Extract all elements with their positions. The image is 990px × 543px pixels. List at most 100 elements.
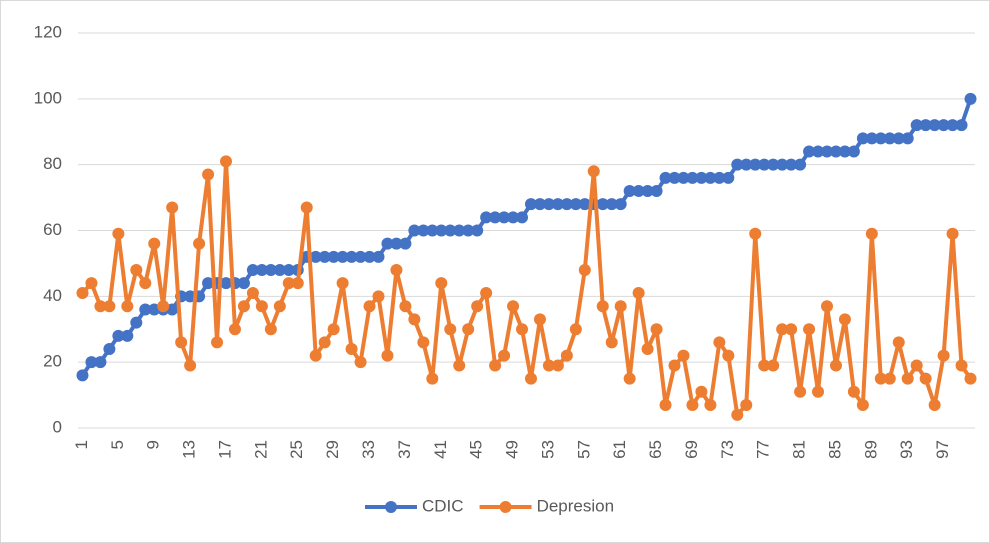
- point: [363, 250, 376, 263]
- point: [829, 359, 842, 372]
- point: [480, 211, 493, 224]
- point: [300, 201, 313, 214]
- point: [731, 408, 744, 421]
- x-tick-label: 73: [718, 440, 737, 459]
- point: [883, 372, 896, 385]
- point: [668, 171, 681, 184]
- point: [542, 359, 555, 372]
- legend-label: CDIC: [422, 496, 464, 515]
- x-tick-label: 5: [108, 440, 127, 449]
- point: [220, 155, 233, 168]
- point: [157, 300, 170, 313]
- point: [803, 323, 816, 336]
- y-tick-label: 60: [43, 220, 62, 239]
- legend-marker: [385, 501, 397, 513]
- point: [193, 237, 206, 250]
- point: [542, 198, 555, 211]
- series-line: [81, 159, 973, 417]
- point: [874, 132, 887, 145]
- point: [569, 323, 582, 336]
- point: [632, 185, 645, 197]
- point: [516, 323, 529, 336]
- point: [498, 211, 511, 224]
- point: [919, 372, 932, 385]
- point: [910, 359, 923, 372]
- x-tick-label: 81: [790, 440, 809, 459]
- x-tick-label: 97: [933, 440, 952, 459]
- point: [955, 119, 968, 132]
- point: [605, 336, 618, 349]
- point: [560, 349, 573, 362]
- point: [148, 237, 161, 250]
- x-tick-label: 41: [431, 440, 450, 459]
- point: [587, 165, 600, 178]
- point: [758, 158, 771, 171]
- point: [390, 237, 403, 250]
- point: [865, 227, 878, 240]
- point: [937, 119, 950, 132]
- y-tick-label: 80: [43, 154, 62, 173]
- x-tick-label: 77: [754, 440, 773, 459]
- point: [426, 224, 439, 237]
- point: [524, 372, 537, 385]
- point: [901, 372, 914, 385]
- point: [507, 300, 520, 313]
- point: [471, 300, 484, 313]
- point: [480, 287, 493, 300]
- point: [928, 119, 941, 132]
- point: [704, 171, 717, 184]
- point: [372, 250, 385, 263]
- point: [578, 264, 591, 276]
- point: [336, 277, 349, 290]
- point: [112, 329, 125, 342]
- x-tick-label: 25: [287, 440, 306, 459]
- x-tick-label: 85: [825, 440, 844, 459]
- point: [354, 250, 367, 263]
- point: [202, 168, 215, 181]
- point: [847, 145, 860, 158]
- point: [345, 343, 358, 355]
- point: [211, 336, 224, 349]
- point: [94, 356, 107, 369]
- point: [901, 132, 914, 145]
- point: [533, 198, 546, 211]
- point: [121, 329, 134, 342]
- point: [220, 277, 233, 290]
- point: [255, 300, 268, 313]
- point: [237, 300, 250, 313]
- x-tick-label: 45: [467, 440, 486, 459]
- point: [695, 171, 708, 184]
- point: [578, 198, 591, 211]
- point: [641, 343, 654, 355]
- point: [623, 372, 636, 385]
- point: [471, 224, 484, 237]
- point: [659, 398, 672, 411]
- point: [444, 224, 457, 237]
- point: [336, 250, 349, 263]
- point: [166, 201, 179, 214]
- point: [812, 385, 825, 398]
- point: [85, 277, 98, 290]
- x-tick-label: 61: [610, 440, 629, 459]
- y-tick-label: 40: [43, 286, 62, 305]
- point: [417, 336, 430, 349]
- point: [623, 185, 636, 197]
- x-tick-label: 69: [682, 440, 701, 459]
- point: [704, 398, 717, 411]
- point: [749, 227, 762, 240]
- point: [785, 323, 798, 336]
- point: [722, 171, 735, 184]
- point: [767, 359, 780, 372]
- point: [695, 385, 708, 398]
- point: [677, 171, 690, 184]
- point: [399, 300, 412, 313]
- y-tick-label: 0: [53, 417, 62, 436]
- point: [776, 158, 789, 171]
- point: [659, 171, 672, 184]
- point: [417, 224, 430, 237]
- x-tick-label: 37: [395, 440, 414, 459]
- point: [856, 398, 869, 411]
- x-tick-label: 33: [359, 440, 378, 459]
- point: [937, 349, 950, 362]
- point: [237, 277, 250, 290]
